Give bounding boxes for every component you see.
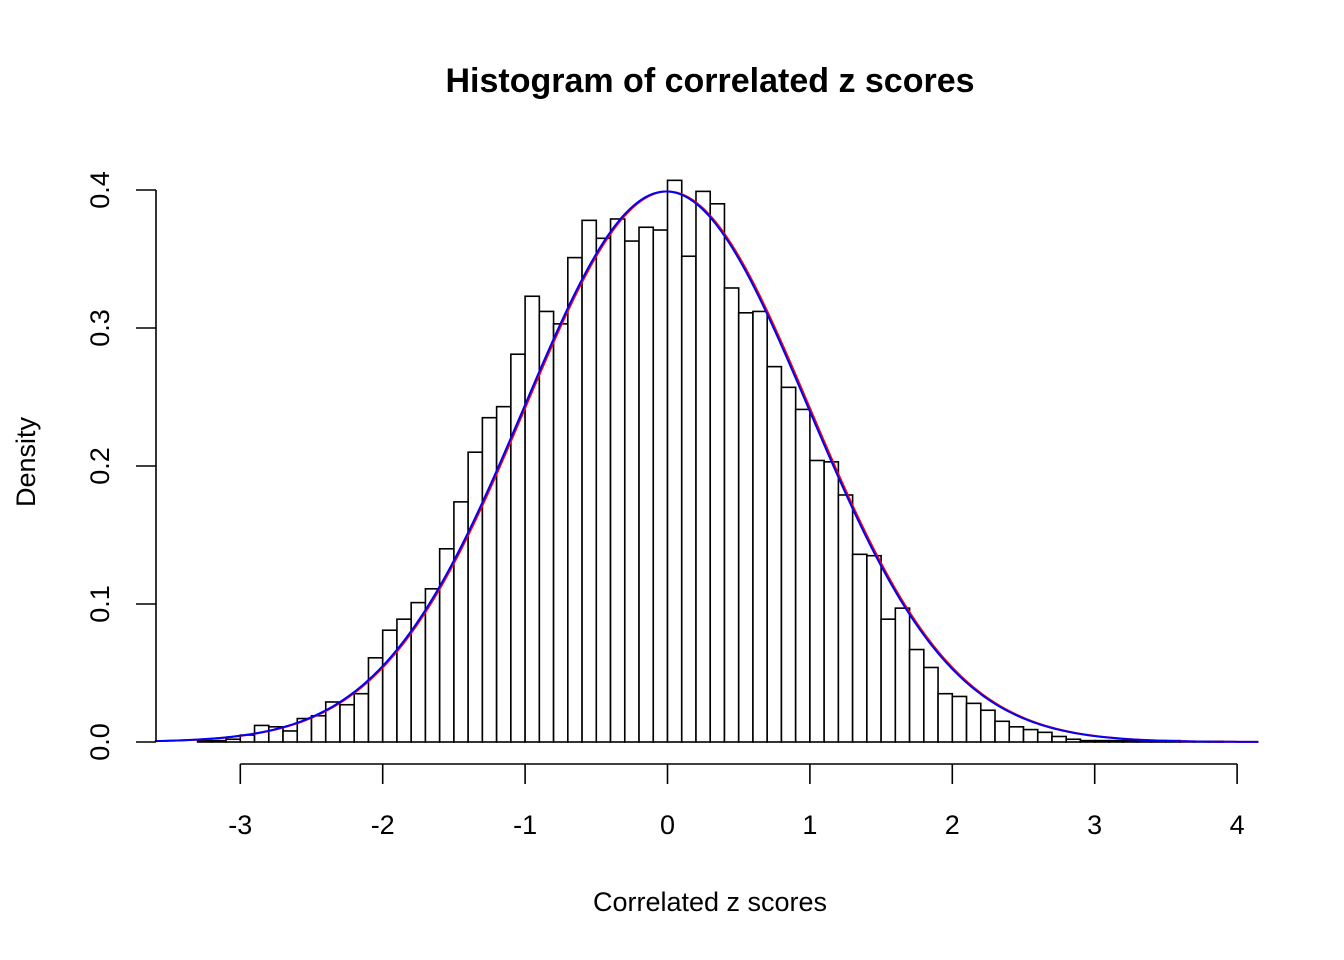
- x-tick-label: 1: [802, 810, 817, 840]
- histogram-bar: [794, 408, 811, 743]
- histogram-bar: [979, 709, 996, 743]
- histogram-bar: [951, 695, 968, 743]
- y-axis-label: Density: [11, 416, 41, 507]
- histogram-bar: [809, 459, 825, 743]
- x-axis-label: Correlated z scores: [593, 887, 827, 917]
- histogram-bar: [666, 179, 683, 743]
- histogram-bar: [481, 416, 498, 743]
- histogram-bar: [894, 607, 911, 743]
- histogram-bar: [680, 255, 697, 743]
- chart-title: Histogram of correlated z scores: [445, 62, 974, 100]
- histogram-bar: [1051, 735, 1068, 743]
- histogram-bar: [937, 692, 954, 743]
- x-tick-label: -1: [513, 810, 537, 840]
- histogram-bar: [652, 229, 669, 743]
- histogram-bar: [581, 219, 598, 743]
- histogram-bar: [310, 714, 327, 743]
- histogram-bar: [866, 554, 882, 743]
- histogram-bar: [965, 702, 982, 743]
- histogram-bar: [609, 218, 626, 743]
- histogram-bars: [196, 179, 1224, 743]
- y-tick-label: 0.0: [85, 723, 115, 761]
- y-tick-label: 0.3: [85, 309, 115, 347]
- density-curves: [154, 190, 1259, 743]
- x-tick-label: 2: [945, 810, 960, 840]
- histogram-bar: [1079, 739, 1096, 743]
- histogram-bar: [923, 666, 939, 743]
- histogram-bar: [823, 461, 840, 743]
- histogram-bar: [766, 365, 783, 743]
- histogram-bar: [424, 588, 441, 743]
- y-tick-label: 0.2: [85, 447, 115, 485]
- histogram-bar: [695, 190, 712, 743]
- histogram-bar: [1065, 738, 1082, 743]
- histogram-bar: [837, 494, 854, 743]
- histogram-bar: [538, 310, 555, 743]
- density-curve-2: [154, 190, 1259, 743]
- histogram-bar: [225, 738, 242, 743]
- histogram-bar: [1022, 728, 1039, 743]
- histogram-bar: [638, 226, 655, 743]
- x-tick-label: 4: [1230, 810, 1245, 840]
- histogram-bar: [723, 287, 740, 743]
- histogram-bar: [994, 720, 1011, 743]
- y-tick-label: 0.4: [85, 171, 115, 209]
- histogram-bar: [211, 739, 227, 743]
- histogram-bar: [196, 739, 213, 743]
- histogram-bar: [709, 203, 726, 743]
- histogram-bar: [467, 451, 484, 743]
- histogram-bar: [880, 618, 897, 743]
- histogram-bar: [737, 312, 754, 743]
- histogram-bar: [1008, 726, 1025, 743]
- histogram-bar: [1093, 739, 1110, 743]
- histogram-bar: [353, 692, 370, 743]
- histogram-bar: [524, 295, 541, 743]
- histogram-bar: [1122, 739, 1139, 743]
- x-tick-label: 3: [1087, 810, 1102, 840]
- histogram-bar: [752, 310, 768, 743]
- y-axis: 0.0 0.1 0.2 0.3 0.4: [85, 171, 157, 761]
- histogram-bar: [339, 703, 356, 743]
- histogram-bar: [851, 553, 868, 743]
- histogram-bar: [282, 730, 299, 743]
- histogram-bar: [567, 256, 583, 743]
- y-tick-label: 0.1: [85, 585, 115, 623]
- histogram-bar: [623, 240, 640, 743]
- histogram-bar: [780, 386, 797, 743]
- histogram-bar: [595, 237, 612, 743]
- histogram-bar: [381, 629, 398, 743]
- x-axis: -3 -2 -1 0 1 2 3 4: [228, 763, 1245, 840]
- x-tick-label: 0: [660, 810, 675, 840]
- histogram-bar: [552, 323, 569, 743]
- x-tick-label: -2: [371, 810, 395, 840]
- histogram-bar: [1036, 731, 1053, 743]
- histogram-bar: [1108, 739, 1124, 743]
- x-tick-label: -3: [228, 810, 252, 840]
- histogram-bar: [908, 648, 925, 743]
